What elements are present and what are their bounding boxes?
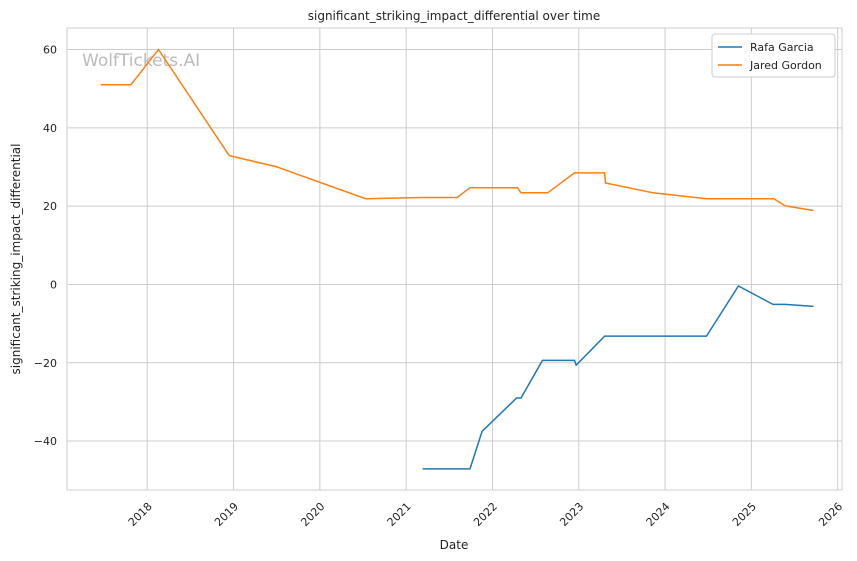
chart-title: significant_striking_impact_differential… xyxy=(308,9,600,23)
x-tick-label: 2022 xyxy=(471,500,500,529)
series-line-rafa-garcia xyxy=(422,285,814,470)
series-line-jared-gordon xyxy=(100,48,814,212)
x-tick-label: 2026 xyxy=(816,500,845,529)
y-tick-label: −20 xyxy=(34,357,57,370)
y-tick-label: 0 xyxy=(50,278,57,291)
x-tick-label: 2018 xyxy=(126,500,155,529)
y-tick-label: 20 xyxy=(43,200,57,213)
x-axis-label: Date xyxy=(440,538,469,552)
y-tick-label: 60 xyxy=(43,44,57,57)
x-tick-label: 2021 xyxy=(385,500,414,529)
y-tick-label: 40 xyxy=(43,122,57,135)
grid xyxy=(67,28,842,490)
x-tick-label: 2019 xyxy=(212,500,241,529)
x-tick-label: 2025 xyxy=(730,500,759,529)
x-tick-label: 2024 xyxy=(644,500,673,529)
legend-box xyxy=(711,33,836,78)
x-tick-label: 2023 xyxy=(557,500,586,529)
x-tick-label: 2020 xyxy=(298,500,327,529)
legend-label: Jared Gordon xyxy=(749,59,822,72)
watermark: WolfTickets.AI xyxy=(82,51,200,71)
plot-frame xyxy=(66,27,843,491)
series-lines xyxy=(100,48,814,470)
legend: Rafa Garcia Jared Gordon xyxy=(711,33,836,78)
legend-label: Rafa Garcia xyxy=(750,41,814,54)
y-axis-label: significant_striking_impact_differential xyxy=(9,144,23,375)
y-tick-label: −40 xyxy=(34,435,57,448)
ticks: 2018 2019 2020 2021 2022 2023 2024 2025 2026 60 40… xyxy=(34,44,845,529)
